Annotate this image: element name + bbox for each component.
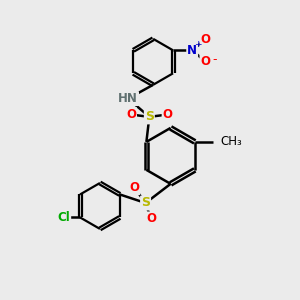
Text: N: N xyxy=(187,44,197,57)
Text: O: O xyxy=(146,212,156,225)
Text: Cl: Cl xyxy=(58,211,70,224)
Text: S: S xyxy=(141,196,150,209)
Text: -: - xyxy=(213,53,217,66)
Text: CH₃: CH₃ xyxy=(220,135,242,148)
Text: S: S xyxy=(145,110,154,123)
Text: +: + xyxy=(194,40,201,49)
Text: HN: HN xyxy=(118,92,138,105)
Text: O: O xyxy=(129,181,140,194)
Text: O: O xyxy=(163,108,172,121)
Text: O: O xyxy=(200,55,210,68)
Text: O: O xyxy=(126,108,136,121)
Text: O: O xyxy=(200,33,210,46)
